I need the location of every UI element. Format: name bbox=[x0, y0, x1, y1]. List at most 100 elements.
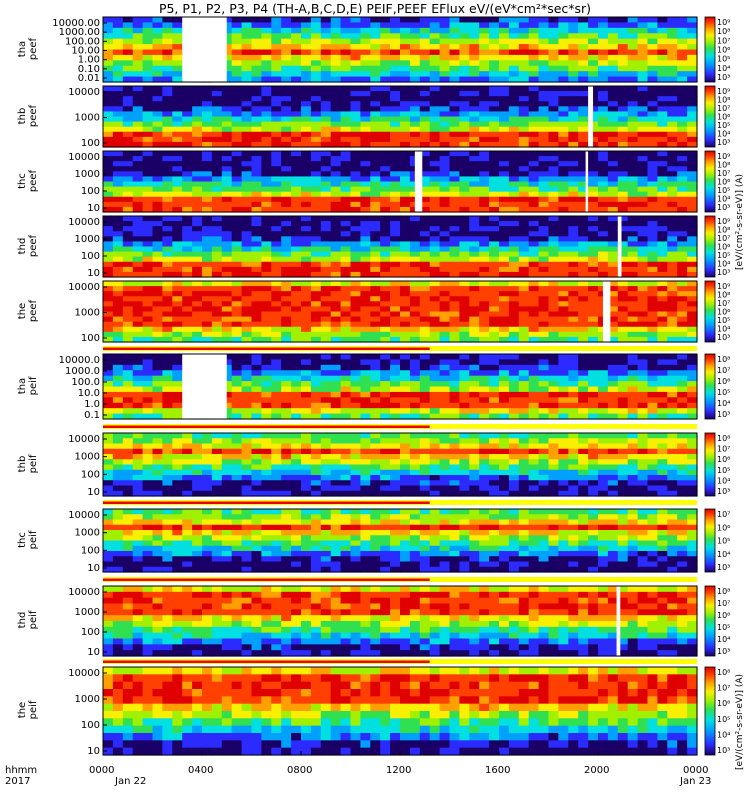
heat-cell bbox=[568, 286, 579, 292]
heat-cell bbox=[330, 321, 342, 328]
heat-cell bbox=[142, 408, 154, 415]
heat-cell bbox=[340, 116, 352, 123]
heat-cell bbox=[301, 22, 312, 29]
heat-cell bbox=[103, 201, 114, 208]
heat-cell bbox=[647, 246, 658, 253]
heat-cell bbox=[350, 336, 361, 343]
heat-cell bbox=[558, 306, 569, 313]
heat-cell bbox=[499, 391, 510, 398]
heat-cell bbox=[330, 206, 342, 213]
heat-cell bbox=[112, 236, 124, 243]
heat-cell bbox=[409, 49, 421, 56]
heat-cell bbox=[657, 126, 668, 133]
heat-cell bbox=[400, 156, 411, 162]
heat-cell bbox=[162, 121, 173, 128]
heat-cell bbox=[469, 96, 480, 102]
heat-cell bbox=[627, 201, 639, 208]
heat-cell bbox=[261, 246, 272, 253]
heat-cell bbox=[162, 76, 173, 83]
heat-cell bbox=[538, 186, 550, 193]
heat-cell bbox=[330, 485, 342, 492]
heat-cell bbox=[657, 141, 668, 148]
heat-cell bbox=[211, 480, 223, 487]
heat-cell bbox=[360, 221, 371, 227]
heat-cell bbox=[241, 60, 253, 67]
heat-cell bbox=[508, 413, 520, 420]
heat-cell bbox=[647, 236, 658, 243]
heat-cell bbox=[459, 231, 470, 237]
heat-cell bbox=[499, 286, 510, 292]
heat-cell bbox=[637, 261, 649, 268]
heat-cell bbox=[271, 33, 282, 40]
heat-cell bbox=[301, 131, 312, 138]
heat-cell bbox=[380, 27, 391, 34]
heat-cell bbox=[310, 33, 322, 40]
heat-cell bbox=[558, 336, 569, 343]
heat-cell bbox=[489, 331, 500, 338]
heat-cell bbox=[112, 216, 124, 222]
heat-cell bbox=[112, 86, 124, 92]
heat-cell bbox=[142, 291, 154, 297]
heat-cell bbox=[152, 71, 163, 78]
heat-cell bbox=[340, 475, 352, 481]
heat-cell bbox=[637, 27, 649, 34]
heat-cell bbox=[320, 196, 332, 203]
heat-cell bbox=[231, 281, 243, 287]
heat-cell bbox=[162, 136, 173, 143]
heat-cell bbox=[112, 454, 124, 460]
heat-cell bbox=[360, 251, 371, 258]
heat-cell bbox=[538, 17, 550, 24]
heat-cell bbox=[152, 27, 163, 34]
heat-cell bbox=[489, 286, 500, 292]
heat-cell bbox=[429, 126, 441, 133]
colorbar-tick-label: 10³ bbox=[717, 333, 730, 342]
heat-cell bbox=[370, 271, 381, 278]
heat-cell bbox=[152, 301, 163, 308]
heat-cell bbox=[439, 176, 451, 183]
heat-cell bbox=[558, 201, 569, 208]
heat-cell bbox=[400, 386, 411, 393]
heat-cell bbox=[390, 22, 401, 29]
heat-cell bbox=[192, 480, 203, 487]
heat-cell bbox=[479, 386, 490, 393]
heat-cell bbox=[301, 311, 312, 318]
heat-cell bbox=[647, 17, 658, 24]
heat-cell bbox=[221, 221, 233, 227]
heat-cell bbox=[380, 216, 391, 222]
heat-cell bbox=[380, 281, 391, 287]
heat-cell bbox=[607, 241, 619, 248]
heat-cell bbox=[320, 301, 332, 308]
heat-cell bbox=[429, 480, 441, 487]
heat-cell bbox=[390, 381, 401, 388]
heat-cell bbox=[439, 33, 451, 40]
heat-cell bbox=[548, 186, 559, 193]
heat-cell bbox=[162, 438, 173, 445]
heat-cell bbox=[578, 206, 589, 213]
heat-cell bbox=[429, 196, 441, 203]
colorbar-tick-label: 10³ bbox=[717, 138, 730, 147]
heat-cell bbox=[261, 475, 272, 481]
heat-cell bbox=[429, 408, 441, 415]
heat-cell bbox=[489, 101, 500, 107]
heat-cell bbox=[667, 196, 678, 203]
heat-cell bbox=[419, 161, 431, 167]
heat-cell bbox=[112, 126, 124, 133]
heat-cell bbox=[202, 121, 213, 128]
heat-cell bbox=[390, 475, 401, 481]
heat-cell bbox=[241, 166, 253, 172]
heat-cell bbox=[152, 251, 163, 258]
heat-cell bbox=[221, 206, 233, 213]
heat-cell bbox=[647, 27, 658, 34]
heat-cell bbox=[469, 27, 480, 34]
heat-cell bbox=[687, 49, 698, 56]
heat-cell bbox=[528, 375, 540, 382]
heat-cell bbox=[647, 60, 658, 67]
heat-cell bbox=[449, 206, 460, 213]
heat-cell bbox=[409, 485, 421, 492]
heat-cell bbox=[142, 241, 154, 248]
heat-cell bbox=[439, 256, 451, 263]
heat-cell bbox=[558, 281, 569, 287]
heat-cell bbox=[281, 206, 292, 213]
heat-cell bbox=[271, 402, 282, 409]
heat-cell bbox=[499, 480, 510, 487]
